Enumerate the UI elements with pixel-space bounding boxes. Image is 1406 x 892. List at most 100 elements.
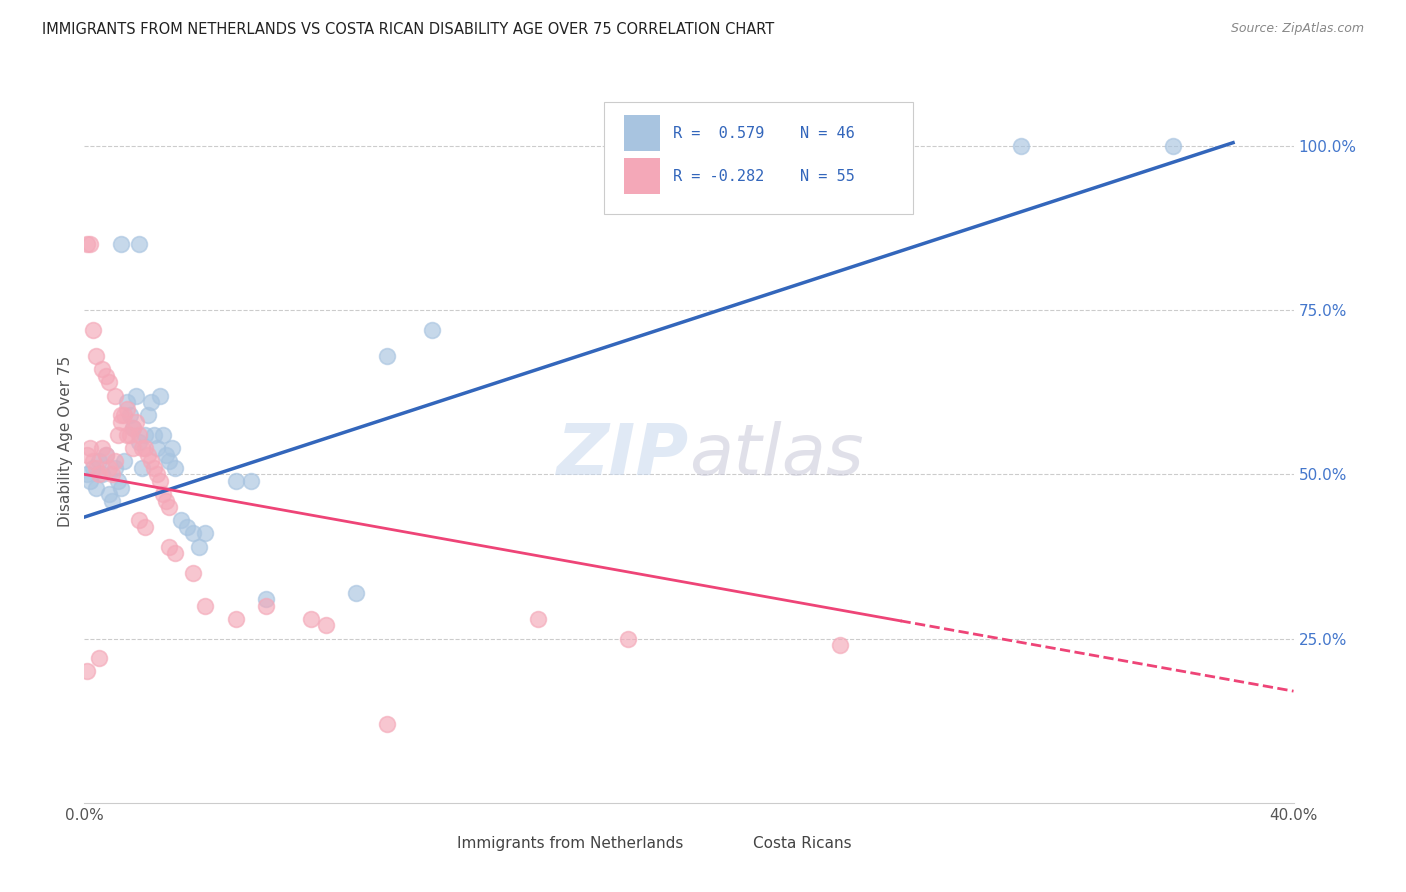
Point xyxy=(146,441,169,455)
Point xyxy=(188,540,211,554)
Point xyxy=(375,717,398,731)
Point xyxy=(194,526,217,541)
Text: Immigrants from Netherlands: Immigrants from Netherlands xyxy=(457,836,683,851)
Text: N = 55: N = 55 xyxy=(800,169,855,184)
Point xyxy=(152,428,174,442)
Point xyxy=(112,454,135,468)
Point xyxy=(100,493,122,508)
Point xyxy=(100,467,122,482)
Point xyxy=(194,599,217,613)
Point xyxy=(94,368,117,383)
Point xyxy=(181,566,204,580)
FancyBboxPatch shape xyxy=(624,158,659,194)
Point xyxy=(134,520,156,534)
Point xyxy=(110,481,132,495)
FancyBboxPatch shape xyxy=(624,115,659,151)
Point xyxy=(104,388,127,402)
Point xyxy=(79,441,101,455)
Point xyxy=(89,651,111,665)
Point xyxy=(104,460,127,475)
Point xyxy=(115,428,138,442)
Point xyxy=(94,448,117,462)
Point xyxy=(79,474,101,488)
Point xyxy=(830,638,852,652)
Point xyxy=(617,632,640,646)
Point xyxy=(149,388,172,402)
Text: R = -0.282: R = -0.282 xyxy=(673,169,765,184)
Y-axis label: Disability Age Over 75: Disability Age Over 75 xyxy=(58,356,73,527)
Point xyxy=(254,599,277,613)
Point xyxy=(157,500,180,515)
Point xyxy=(82,454,104,468)
Text: Costa Ricans: Costa Ricans xyxy=(754,836,852,851)
Point xyxy=(91,441,114,455)
Point xyxy=(157,454,180,468)
Point xyxy=(115,395,138,409)
Point xyxy=(170,513,193,527)
Point xyxy=(176,520,198,534)
Point xyxy=(128,513,150,527)
Point xyxy=(86,481,108,495)
Point xyxy=(97,487,120,501)
Point xyxy=(139,454,162,468)
Point xyxy=(131,441,153,455)
Point xyxy=(128,434,150,449)
Point xyxy=(142,428,165,442)
Point xyxy=(118,428,141,442)
FancyBboxPatch shape xyxy=(718,836,747,865)
Point xyxy=(157,540,180,554)
Point xyxy=(79,237,101,252)
Point xyxy=(128,237,150,252)
Text: IMMIGRANTS FROM NETHERLANDS VS COSTA RICAN DISABILITY AGE OVER 75 CORRELATION CH: IMMIGRANTS FROM NETHERLANDS VS COSTA RIC… xyxy=(42,22,775,37)
Point xyxy=(142,460,165,475)
Point xyxy=(121,421,143,435)
Text: R =  0.579: R = 0.579 xyxy=(673,126,765,141)
Point xyxy=(76,467,98,482)
Point xyxy=(112,409,135,423)
Text: atlas: atlas xyxy=(689,422,863,491)
FancyBboxPatch shape xyxy=(605,102,912,214)
Point xyxy=(1011,139,1033,153)
Point xyxy=(94,448,117,462)
Text: N = 46: N = 46 xyxy=(800,126,855,141)
Point xyxy=(107,428,129,442)
Point xyxy=(136,448,159,462)
Point xyxy=(97,460,120,475)
Point xyxy=(82,460,104,475)
Point xyxy=(165,460,187,475)
Point xyxy=(152,487,174,501)
Point xyxy=(315,618,337,632)
Point xyxy=(131,460,153,475)
Point xyxy=(107,474,129,488)
Point xyxy=(254,592,277,607)
Point xyxy=(91,362,114,376)
Point xyxy=(86,349,108,363)
Point xyxy=(82,323,104,337)
Point xyxy=(104,454,127,468)
Point xyxy=(76,665,98,679)
Point xyxy=(149,474,172,488)
Point xyxy=(375,349,398,363)
Point xyxy=(125,388,148,402)
Point xyxy=(86,460,108,475)
Point xyxy=(121,441,143,455)
Text: ZIP: ZIP xyxy=(557,422,689,491)
Point xyxy=(89,467,111,482)
FancyBboxPatch shape xyxy=(422,836,451,865)
Point xyxy=(76,448,98,462)
Point xyxy=(239,474,262,488)
Text: Source: ZipAtlas.com: Source: ZipAtlas.com xyxy=(1230,22,1364,36)
Point xyxy=(134,428,156,442)
Point xyxy=(299,612,322,626)
Point xyxy=(799,139,821,153)
Point xyxy=(420,323,443,337)
Point xyxy=(121,421,143,435)
Point xyxy=(155,493,177,508)
Point xyxy=(225,612,247,626)
Point xyxy=(146,467,169,482)
Point xyxy=(97,376,120,390)
Point xyxy=(134,441,156,455)
Point xyxy=(139,395,162,409)
Point xyxy=(128,428,150,442)
Point xyxy=(118,409,141,423)
